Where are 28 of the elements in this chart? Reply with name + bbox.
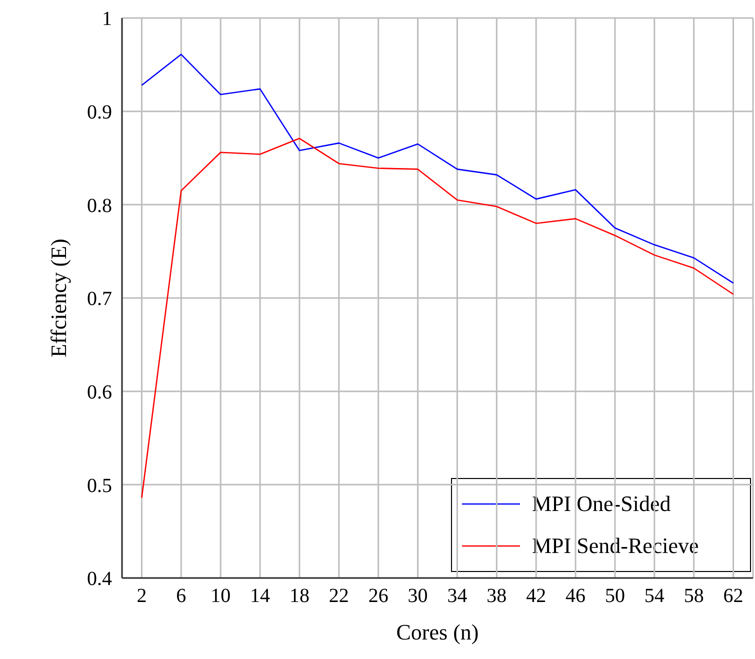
- y-axis-title: Effciency (E): [46, 238, 71, 358]
- x-tick-label: 18: [289, 585, 310, 608]
- legend-label: MPI Send-Recieve: [532, 533, 699, 559]
- y-tick-label: 0.5: [87, 474, 112, 497]
- x-tick-label: 42: [526, 585, 546, 608]
- x-tick-label: 58: [684, 585, 704, 608]
- x-axis-title: Cores (n): [396, 620, 479, 645]
- x-tick-label: 46: [566, 585, 586, 608]
- x-tick-label: 10: [210, 585, 231, 608]
- y-tick-label: 0.4: [87, 568, 112, 590]
- x-tick-label: 30: [408, 585, 428, 608]
- x-tick-label: 6: [176, 585, 186, 608]
- x-tick-label: 14: [250, 585, 270, 608]
- x-tick-label: 26: [368, 585, 388, 608]
- y-tick-label: 0.6: [87, 381, 112, 404]
- x-tick-label: 50: [604, 585, 625, 608]
- line-series: [141, 54, 734, 284]
- x-tick-label: 22: [328, 585, 349, 608]
- x-tick-label: 2: [136, 585, 147, 608]
- y-tick-label: 0.8: [87, 194, 112, 217]
- y-tick-label: 0.7: [87, 288, 112, 310]
- x-tick-label: 54: [644, 585, 664, 608]
- y-tick-label: 0.9: [87, 101, 112, 124]
- x-tick-label: 38: [486, 585, 507, 608]
- y-tick-label: 1: [102, 8, 112, 30]
- x-tick-label: 34: [447, 585, 468, 608]
- legend-label: MPI One-Sided: [532, 491, 671, 517]
- x-tick-label: 62: [723, 585, 744, 608]
